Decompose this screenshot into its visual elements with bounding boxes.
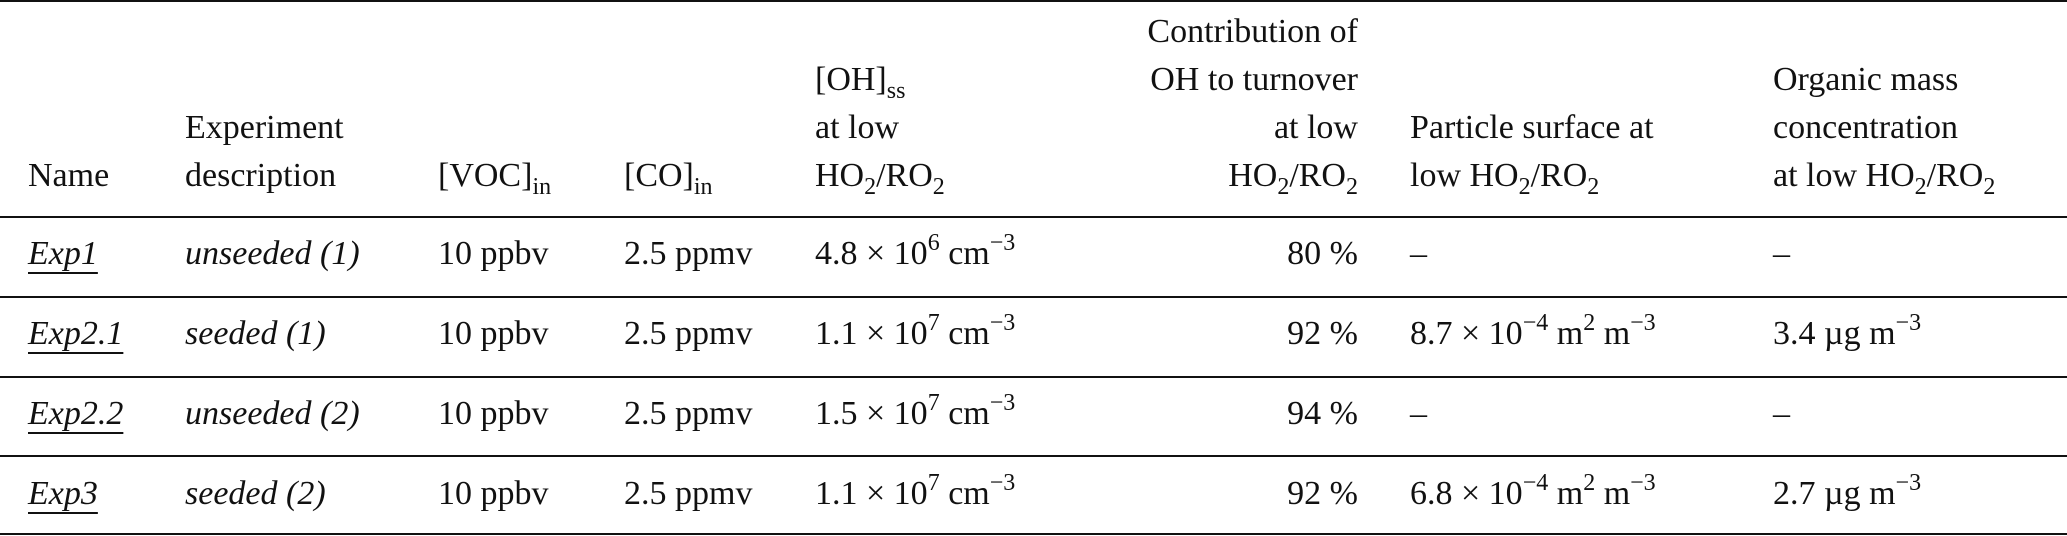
row-1-co: 2.5 ppmv	[624, 235, 753, 272]
row-3-name: Exp2.2	[28, 395, 124, 432]
header-particle-surface-line1: Particle surface at	[1410, 109, 1654, 146]
row-3-description: unseeded (2)	[185, 395, 360, 432]
header-oh-ss-line3: HO2/RO2	[815, 157, 945, 200]
row-2-name: Exp2.1	[28, 315, 124, 352]
header-rule	[0, 216, 2067, 218]
row-3-surface: –	[1410, 395, 1427, 432]
row-4-organic: 2.7 µg m−3	[1773, 470, 1922, 512]
row-2-surface: 8.7 × 10−4 m2 m−3	[1410, 310, 1656, 352]
row-3-co: 2.5 ppmv	[624, 395, 753, 432]
row-3-voc: 10 ppbv	[438, 395, 549, 432]
row-2-co: 2.5 ppmv	[624, 315, 753, 352]
header-oh-ss-line1: [OH]ss	[815, 61, 906, 104]
row-2-contribution: 92 %	[1287, 315, 1358, 352]
row-1-organic: –	[1773, 235, 1790, 272]
row-3-organic: –	[1773, 395, 1790, 432]
row-1-oh: 4.8 × 106 cm−3	[815, 230, 1016, 272]
row-1-name: Exp1	[28, 235, 98, 272]
header-oh-ss-line2: at low	[815, 109, 900, 146]
row-4-name: Exp3	[28, 475, 98, 512]
row-rule-2	[0, 376, 2067, 378]
row-4-contribution: 92 %	[1287, 475, 1358, 512]
row-4-oh: 1.1 × 107 cm−3	[815, 470, 1016, 512]
header-name: Name	[28, 157, 110, 194]
row-rule-1	[0, 296, 2067, 298]
header-organic-line2: concentration	[1773, 109, 1959, 146]
row-1-voc: 10 ppbv	[438, 235, 549, 272]
row-4-description: seeded (2)	[185, 475, 326, 512]
row-1-surface: –	[1410, 235, 1427, 272]
table-top-rule	[0, 0, 2067, 2]
row-2-organic: 3.4 µg m−3	[1773, 310, 1922, 352]
header-organic-line1: Organic mass	[1773, 61, 1959, 98]
row-2-description: seeded (1)	[185, 315, 326, 352]
header-organic-line3: at low HO2/RO2	[1773, 157, 1996, 200]
header-particle-surface-line2: low HO2/RO2	[1410, 157, 1600, 200]
header-voc: [VOC]in	[438, 157, 552, 200]
header-contribution-line1: Contribution of	[1147, 13, 1358, 50]
header-experiment-line1: Experiment	[185, 109, 344, 146]
row-4-surface: 6.8 × 10−4 m2 m−3	[1410, 470, 1656, 512]
row-1-description: unseeded (1)	[185, 235, 360, 272]
header-contribution-line2: OH to turnover	[1150, 61, 1358, 98]
row-rule-3	[0, 455, 2067, 457]
row-4-co: 2.5 ppmv	[624, 475, 753, 512]
row-2-voc: 10 ppbv	[438, 315, 549, 352]
table-bottom-rule	[0, 533, 2067, 535]
row-1-contribution: 80 %	[1287, 235, 1358, 272]
header-experiment-line2: description	[185, 157, 337, 194]
row-4-voc: 10 ppbv	[438, 475, 549, 512]
row-3-contribution: 94 %	[1287, 395, 1358, 432]
row-3-oh: 1.5 × 107 cm−3	[815, 390, 1016, 432]
header-contribution-line4: HO2/RO2	[1228, 157, 1358, 200]
header-contribution-line3: at low	[1273, 109, 1358, 146]
header-co: [CO]in	[624, 157, 713, 200]
row-2-oh: 1.1 × 107 cm−3	[815, 310, 1016, 352]
